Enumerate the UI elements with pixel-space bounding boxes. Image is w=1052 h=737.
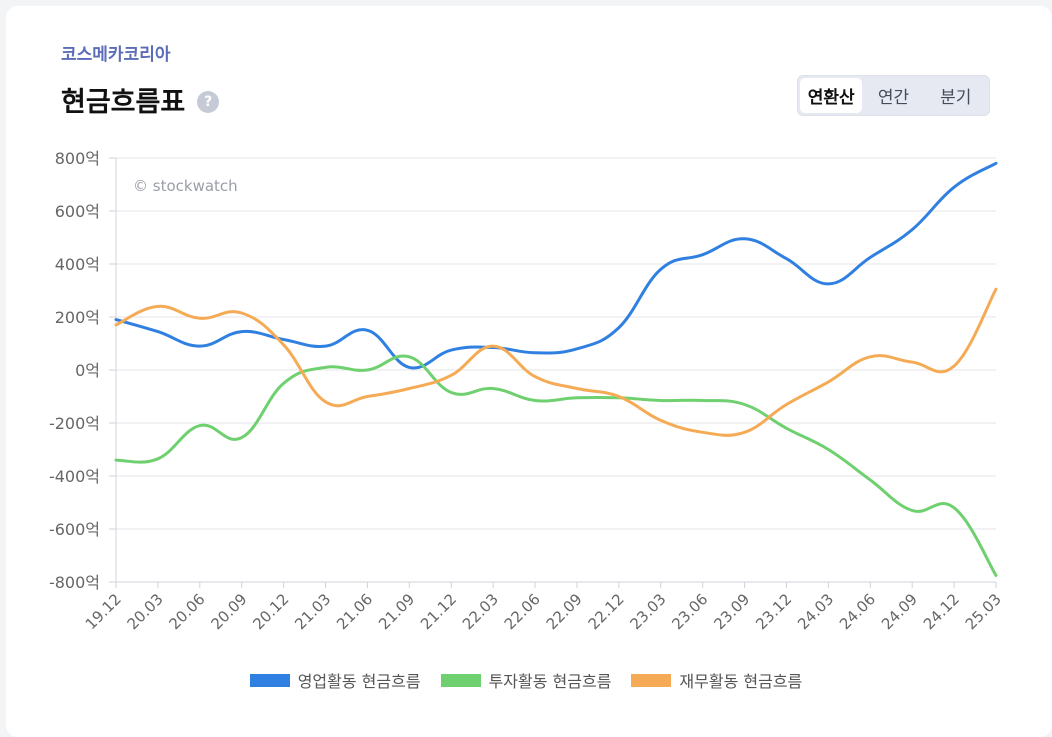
legend-item-operating[interactable]: 영업활동 현금흐름: [249, 668, 421, 692]
x-tick-label: 24.06: [836, 590, 879, 633]
x-tick-label: 23.12: [752, 590, 795, 633]
x-tick-label: 20.12: [249, 590, 292, 633]
legend-swatch-investing: [440, 673, 481, 687]
legend-label-financing: 재무활동 현금흐름: [679, 672, 803, 691]
x-tick-label: 22.12: [585, 590, 628, 633]
chart-legend: 영업활동 현금흐름 투자활동 현금흐름 재무활동 현금흐름: [0, 668, 1052, 692]
x-tick-label: 19.12: [82, 590, 125, 633]
y-tick-label: -800억: [49, 573, 100, 592]
x-tick-label: 23.09: [710, 590, 753, 633]
x-tick-label: 22.03: [459, 590, 502, 633]
legend-label-investing: 투자활동 현금흐름: [488, 672, 612, 691]
y-tick-label: 200억: [55, 308, 100, 327]
watermark: © stockwatch: [133, 177, 238, 195]
legend-item-financing[interactable]: 재무활동 현금흐름: [631, 668, 802, 692]
company-name: 코스메카코리아: [61, 45, 171, 65]
period-tabs: 연환산 연간 분기: [797, 75, 990, 116]
y-tick-label: 600억: [55, 202, 100, 221]
x-tick-label: 20.06: [166, 590, 209, 633]
series-line-financing: [114, 287, 998, 437]
legend-item-investing[interactable]: 투자활동 현금흐름: [440, 668, 612, 692]
x-tick-label: 21.12: [417, 590, 460, 633]
title-row: 현금흐름표 ?: [61, 80, 220, 119]
legend-swatch-financing: [631, 673, 672, 687]
y-tick-label: 400억: [55, 255, 100, 274]
x-tick-label: 21.09: [375, 590, 418, 633]
x-tick-label: 23.03: [626, 590, 669, 633]
x-tick-label: 20.09: [207, 590, 250, 633]
x-tick-label: 20.03: [124, 590, 167, 633]
x-tick-label: 23.06: [668, 590, 711, 633]
y-tick-label: -400억: [49, 467, 100, 486]
x-tick-label: 25.03: [962, 590, 1005, 633]
page-title: 현금흐름표: [61, 87, 186, 118]
tab-annualized[interactable]: 연환산: [800, 78, 863, 113]
y-tick-label: -600억: [49, 520, 100, 539]
y-tick-label: 0억: [75, 361, 100, 380]
y-tick-label: 800억: [55, 149, 100, 168]
y-tick-label: -200억: [49, 414, 100, 433]
x-tick-label: 24.03: [794, 590, 837, 633]
legend-label-operating: 영업활동 현금흐름: [297, 672, 421, 691]
x-tick-label: 24.09: [878, 590, 921, 633]
question-icon[interactable]: ?: [197, 90, 220, 113]
x-tick-label: 21.06: [333, 590, 376, 633]
x-tick-label: 22.06: [501, 590, 544, 633]
x-tick-label: 24.12: [920, 590, 963, 633]
tab-annual[interactable]: 연간: [877, 88, 910, 108]
x-tick-label: 21.03: [291, 590, 334, 633]
legend-swatch-operating: [249, 673, 290, 687]
series-line-operating: [114, 161, 998, 370]
series-line-investing: [114, 354, 998, 577]
x-tick-label: 22.09: [543, 590, 586, 633]
tab-quarterly[interactable]: 분기: [940, 88, 972, 108]
